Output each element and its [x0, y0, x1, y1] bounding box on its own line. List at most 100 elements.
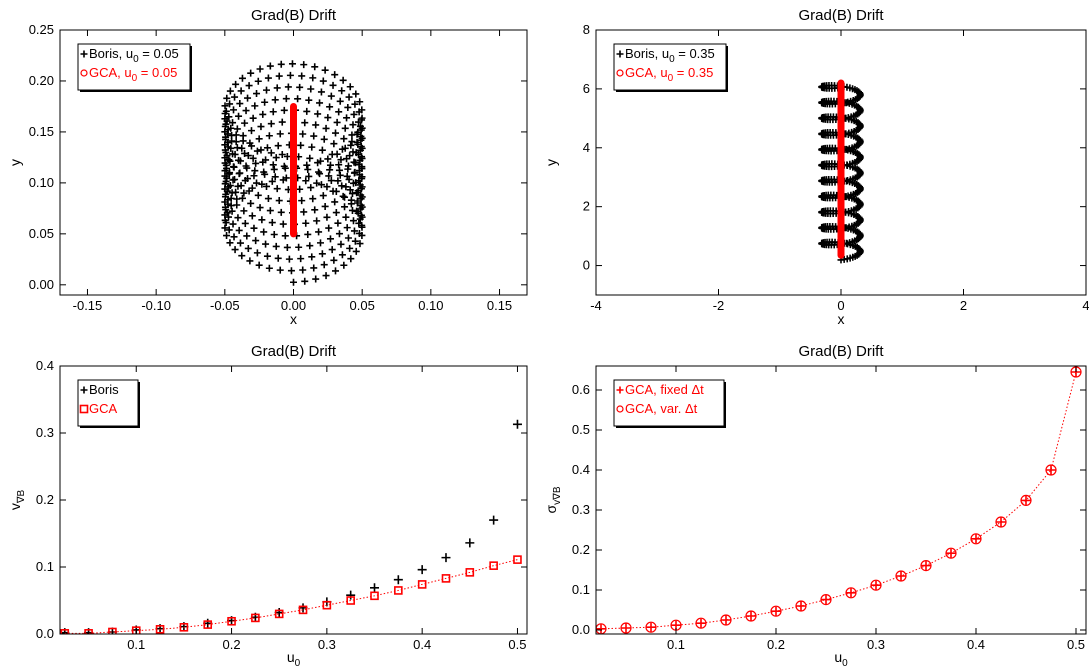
data-point [223, 232, 231, 240]
data-point [745, 610, 757, 622]
data-point [337, 240, 345, 248]
data-point [251, 102, 259, 110]
data-point [341, 193, 349, 201]
data-point [346, 590, 356, 600]
y-tick-label: 0.4 [572, 462, 590, 477]
data-point [370, 591, 379, 601]
x-axis-label: u0 [287, 649, 301, 668]
legend-box [613, 43, 727, 91]
data-point [321, 66, 329, 74]
data-point [179, 622, 189, 632]
data-point [221, 167, 229, 175]
data-point [287, 267, 295, 275]
data-point [352, 90, 360, 98]
data-point [338, 182, 346, 190]
data-point [262, 240, 270, 248]
data-point [331, 71, 339, 79]
data-point [303, 107, 311, 115]
data-point [248, 212, 256, 220]
data-point [343, 224, 351, 232]
data-point [312, 275, 320, 283]
data-point [241, 149, 249, 157]
data-point [334, 219, 342, 227]
data-point [320, 135, 328, 143]
data-point [273, 185, 281, 193]
data-point [354, 151, 362, 159]
data-point [270, 165, 278, 173]
data-point [232, 80, 240, 88]
data-point [312, 121, 320, 129]
series-gca [60, 555, 522, 634]
data-point [921, 561, 931, 571]
data-point [318, 146, 326, 154]
data-point [348, 138, 356, 146]
data-point [253, 90, 261, 98]
data-point [229, 220, 237, 228]
data-point [305, 172, 313, 180]
data-point [239, 137, 247, 145]
x-tick-label: 0.1 [127, 637, 145, 652]
data-point [305, 96, 313, 104]
data-point [246, 257, 254, 265]
data-point [347, 196, 355, 204]
data-point [240, 189, 248, 197]
data-point [221, 211, 229, 219]
data-point [295, 243, 303, 251]
y-tick-label: 0.10 [29, 175, 54, 190]
data-point [298, 605, 308, 615]
data-point [307, 85, 315, 93]
data-point [311, 206, 319, 214]
data-point [232, 188, 240, 196]
data-point [263, 252, 271, 260]
data-point [314, 159, 322, 167]
plot-frame [595, 29, 1087, 296]
data-point [870, 579, 882, 591]
data-point [228, 207, 236, 215]
data-point [946, 548, 956, 558]
data-point [351, 237, 359, 245]
data-point [316, 170, 324, 178]
data-point [344, 234, 352, 242]
plot-frame [59, 29, 528, 296]
data-point [945, 547, 957, 559]
data-point [338, 251, 346, 259]
data-point [286, 71, 294, 79]
data-point [244, 94, 252, 102]
data-point [275, 72, 283, 80]
data-point [222, 219, 230, 227]
data-point [316, 239, 324, 247]
data-point [970, 533, 982, 545]
x-tick-label: 0.00 [281, 298, 306, 313]
data-point [264, 195, 272, 203]
legend-marker [80, 69, 88, 77]
data-point [1021, 495, 1031, 505]
data-point [259, 158, 267, 166]
data-point [272, 154, 280, 162]
data-point [796, 601, 806, 611]
legend-entry: GCA, u0 = 0.05 [89, 65, 177, 84]
data-point [230, 163, 238, 171]
data-point [795, 600, 807, 612]
data-point [253, 179, 261, 187]
data-point [276, 130, 284, 138]
data-point [203, 620, 213, 629]
data-point [257, 146, 265, 154]
data-point [253, 249, 261, 257]
data-point [327, 92, 335, 100]
x-tick-label: -0.05 [210, 298, 240, 313]
data-point [279, 220, 287, 228]
data-point [326, 161, 334, 169]
y-tick-label: 0.1 [36, 559, 54, 574]
data-point [221, 180, 229, 188]
x-tick-label: -0.10 [141, 298, 171, 313]
data-point [352, 247, 360, 255]
data-point [245, 187, 253, 195]
data-point [350, 110, 358, 118]
y-tick-label: 0.20 [29, 73, 54, 88]
data-point [645, 621, 657, 633]
data-point [221, 224, 229, 232]
y-tick-label: 0.5 [572, 422, 590, 437]
data-point [261, 170, 269, 178]
y-tick-label: 0.05 [29, 226, 54, 241]
data-point [264, 74, 272, 82]
